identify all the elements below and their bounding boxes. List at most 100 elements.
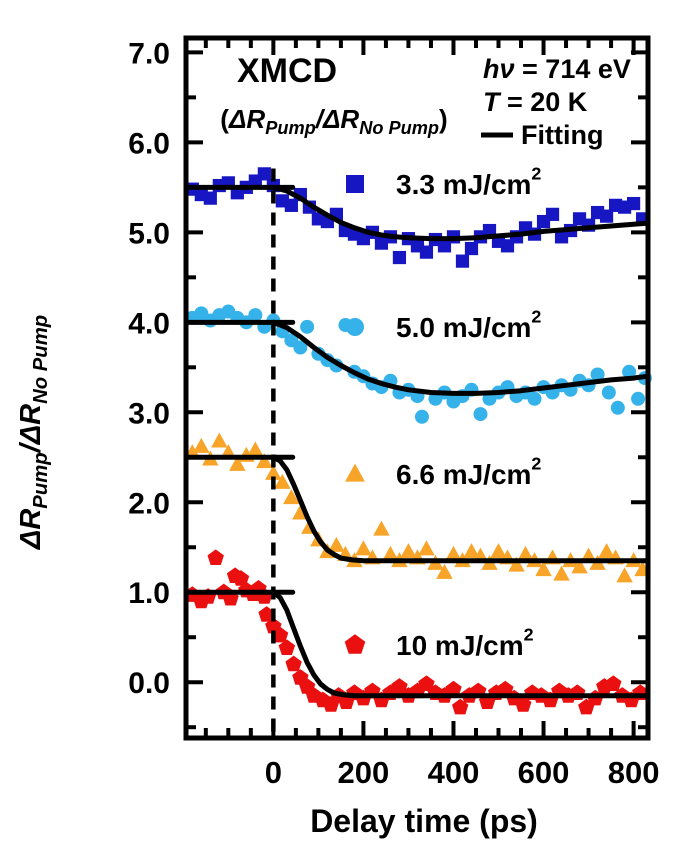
fit-curve-3.3-mJ-cm2 (184, 184, 650, 242)
data-point (418, 675, 435, 691)
legend-label: 5.0 mJ/cm2 (396, 306, 541, 343)
data-point (265, 464, 282, 480)
chart-title: XMCD (237, 52, 337, 90)
data-point (257, 167, 271, 181)
y-tick-labels: 0.0 1.0 2.0 3.0 4.0 5.0 6.0 7.0 (128, 37, 170, 700)
data-point (601, 385, 616, 400)
data-point (553, 565, 570, 581)
x-tick-label: 0 (265, 755, 282, 790)
y-tick-label: 0.0 (128, 667, 170, 700)
data-point (328, 536, 345, 552)
plot-frame (183, 35, 651, 741)
x-tick-label: 200 (338, 755, 390, 790)
data-point (300, 319, 315, 334)
data-point (256, 453, 273, 469)
data-point (473, 407, 488, 422)
data-point (490, 543, 507, 559)
data-point (355, 540, 372, 556)
data-point (271, 626, 289, 643)
legend-label: 10 mJ/cm2 (396, 624, 534, 661)
legend-10-mJ-cm2: 10 mJ/cm2 (344, 624, 534, 661)
y-tick-label: 2.0 (128, 487, 170, 520)
data-point (535, 561, 552, 577)
y-axis-title-text: ΔRPump/ΔRNo Pump (15, 315, 52, 550)
y-axis-title: ΔRPump/ΔRNo Pump (15, 315, 52, 550)
data-point (616, 567, 633, 583)
y-tick-label: 1.0 (128, 577, 170, 610)
fit-decay-curve (270, 184, 650, 242)
data-point (258, 606, 275, 622)
photon-energy-label: hν = 714 eV (483, 54, 631, 84)
x-tick-label: 400 (428, 755, 480, 790)
legend-marker (345, 463, 365, 482)
data-point (284, 198, 298, 212)
y-tick-label: 4.0 (128, 307, 170, 340)
data-point (419, 245, 434, 259)
data-point (463, 543, 480, 559)
x-tick-labels: 0 200 400 600 800 (265, 755, 660, 790)
data-point (247, 441, 264, 457)
data-point (626, 196, 641, 211)
data-point (391, 678, 408, 694)
data-point (631, 391, 646, 406)
data-point (445, 680, 462, 697)
data-point (232, 570, 250, 586)
chart-subtitle: (ΔRPump/ΔRNo Pump) (220, 104, 447, 138)
legend-label: 3.3 mJ/cm2 (396, 163, 541, 200)
legend-6.6-mJ-cm2: 6.6 mJ/cm2 (345, 453, 541, 490)
data-point (445, 545, 462, 561)
data-point (508, 556, 525, 572)
y-tick-label: 5.0 (128, 217, 170, 250)
data-point (464, 241, 479, 256)
data-point (418, 540, 435, 556)
x-axis-title: Delay time (ps) (310, 803, 538, 839)
fit-curve-10-mJ-cm2 (184, 589, 650, 699)
data-point (414, 409, 429, 424)
data-point (455, 254, 470, 268)
legend-marker (344, 634, 366, 654)
legend-5.0-mJ-cm2: 5.0 mJ/cm2 (346, 306, 541, 343)
fit-curve-6.6-mJ-cm2 (184, 454, 650, 564)
fit-decay-curve (270, 319, 650, 396)
data-point (545, 207, 560, 221)
data-point (527, 391, 542, 406)
data-point (293, 340, 308, 355)
data-point (203, 191, 217, 205)
legend-label: 6.6 mJ/cm2 (396, 453, 541, 490)
data-point (590, 367, 605, 382)
data-point (373, 520, 390, 536)
data-point (392, 250, 407, 265)
y-tick-label: 7.0 (128, 37, 170, 70)
fit-decay-curve (270, 589, 650, 699)
data-point (248, 308, 263, 323)
data-point (436, 563, 453, 579)
data-point (211, 432, 228, 448)
data-point (278, 639, 296, 655)
data-point (497, 680, 514, 697)
data-point (622, 364, 637, 379)
x-tick-label: 600 (518, 755, 570, 790)
x-tick-label: 800 (608, 755, 660, 790)
data-point (193, 437, 210, 453)
data-point (382, 545, 399, 561)
legend-marker (346, 318, 364, 336)
fitting-legend-label: Fitting (521, 120, 603, 150)
y-tick-label: 6.0 (128, 127, 170, 160)
y-tick-label: 3.0 (128, 397, 170, 430)
data-point (610, 400, 625, 415)
data-point (571, 558, 588, 574)
data-point (229, 455, 246, 471)
data-point (605, 675, 622, 691)
data-point (482, 223, 497, 238)
data-point (517, 545, 534, 561)
data-point (598, 543, 615, 559)
data-point (400, 543, 417, 559)
data-point (283, 489, 300, 505)
fit-decay-curve (270, 454, 650, 564)
data-point (207, 549, 224, 565)
legend-3.3-mJ-cm2: 3.3 mJ/cm2 (346, 163, 541, 200)
data-point (274, 473, 291, 489)
